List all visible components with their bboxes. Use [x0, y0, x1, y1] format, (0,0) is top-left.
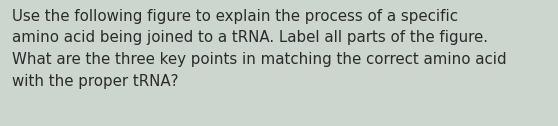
- Text: Use the following figure to explain the process of a specific
amino acid being j: Use the following figure to explain the …: [12, 9, 507, 89]
